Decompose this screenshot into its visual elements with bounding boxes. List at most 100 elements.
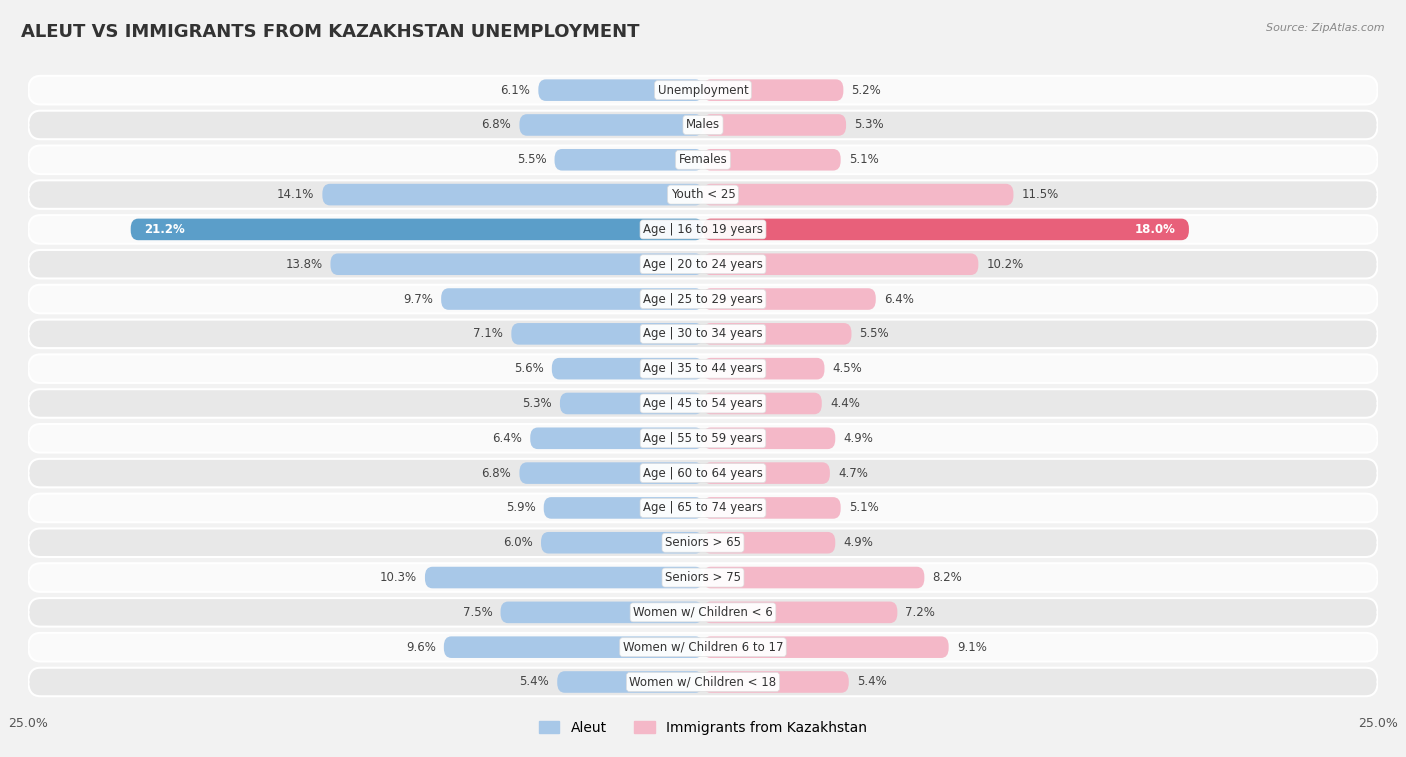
FancyBboxPatch shape bbox=[519, 463, 703, 484]
FancyBboxPatch shape bbox=[425, 567, 703, 588]
Text: 5.5%: 5.5% bbox=[517, 153, 547, 167]
Text: 4.9%: 4.9% bbox=[844, 431, 873, 445]
Text: ALEUT VS IMMIGRANTS FROM KAZAKHSTAN UNEMPLOYMENT: ALEUT VS IMMIGRANTS FROM KAZAKHSTAN UNEM… bbox=[21, 23, 640, 41]
Text: 10.2%: 10.2% bbox=[987, 257, 1024, 271]
FancyBboxPatch shape bbox=[703, 323, 852, 344]
Legend: Aleut, Immigrants from Kazakhstan: Aleut, Immigrants from Kazakhstan bbox=[533, 715, 873, 740]
FancyBboxPatch shape bbox=[551, 358, 703, 379]
FancyBboxPatch shape bbox=[28, 76, 1378, 104]
Text: 6.8%: 6.8% bbox=[482, 466, 512, 480]
Text: 5.4%: 5.4% bbox=[519, 675, 550, 688]
Text: 6.4%: 6.4% bbox=[492, 431, 522, 445]
FancyBboxPatch shape bbox=[28, 111, 1378, 139]
Text: 7.5%: 7.5% bbox=[463, 606, 492, 619]
Text: Age | 45 to 54 years: Age | 45 to 54 years bbox=[643, 397, 763, 410]
Text: Source: ZipAtlas.com: Source: ZipAtlas.com bbox=[1267, 23, 1385, 33]
Text: Unemployment: Unemployment bbox=[658, 84, 748, 97]
Text: 5.1%: 5.1% bbox=[849, 501, 879, 515]
FancyBboxPatch shape bbox=[703, 358, 824, 379]
Text: 7.2%: 7.2% bbox=[905, 606, 935, 619]
Text: 7.1%: 7.1% bbox=[474, 327, 503, 341]
Text: 5.2%: 5.2% bbox=[852, 84, 882, 97]
FancyBboxPatch shape bbox=[703, 219, 1189, 240]
Text: 4.5%: 4.5% bbox=[832, 362, 862, 375]
Text: 14.1%: 14.1% bbox=[277, 188, 315, 201]
FancyBboxPatch shape bbox=[330, 254, 703, 275]
Text: Seniors > 75: Seniors > 75 bbox=[665, 571, 741, 584]
FancyBboxPatch shape bbox=[530, 428, 703, 449]
FancyBboxPatch shape bbox=[519, 114, 703, 136]
FancyBboxPatch shape bbox=[703, 567, 924, 588]
FancyBboxPatch shape bbox=[28, 250, 1378, 279]
Text: Females: Females bbox=[679, 153, 727, 167]
Text: 5.3%: 5.3% bbox=[855, 118, 884, 132]
Text: Age | 30 to 34 years: Age | 30 to 34 years bbox=[643, 327, 763, 341]
Text: 21.2%: 21.2% bbox=[145, 223, 186, 236]
FancyBboxPatch shape bbox=[703, 497, 841, 519]
FancyBboxPatch shape bbox=[541, 532, 703, 553]
Text: 11.5%: 11.5% bbox=[1022, 188, 1059, 201]
Text: 5.1%: 5.1% bbox=[849, 153, 879, 167]
Text: 6.8%: 6.8% bbox=[482, 118, 512, 132]
Text: Age | 65 to 74 years: Age | 65 to 74 years bbox=[643, 501, 763, 515]
Text: 4.7%: 4.7% bbox=[838, 466, 868, 480]
Text: 13.8%: 13.8% bbox=[285, 257, 322, 271]
Text: 5.9%: 5.9% bbox=[506, 501, 536, 515]
FancyBboxPatch shape bbox=[131, 219, 703, 240]
FancyBboxPatch shape bbox=[28, 354, 1378, 383]
FancyBboxPatch shape bbox=[28, 180, 1378, 209]
FancyBboxPatch shape bbox=[703, 184, 1014, 205]
FancyBboxPatch shape bbox=[28, 285, 1378, 313]
FancyBboxPatch shape bbox=[703, 428, 835, 449]
FancyBboxPatch shape bbox=[28, 668, 1378, 696]
FancyBboxPatch shape bbox=[554, 149, 703, 170]
FancyBboxPatch shape bbox=[28, 563, 1378, 592]
FancyBboxPatch shape bbox=[703, 637, 949, 658]
Text: Age | 20 to 24 years: Age | 20 to 24 years bbox=[643, 257, 763, 271]
FancyBboxPatch shape bbox=[703, 463, 830, 484]
Text: 9.1%: 9.1% bbox=[956, 640, 987, 654]
Text: Age | 35 to 44 years: Age | 35 to 44 years bbox=[643, 362, 763, 375]
FancyBboxPatch shape bbox=[703, 149, 841, 170]
FancyBboxPatch shape bbox=[560, 393, 703, 414]
FancyBboxPatch shape bbox=[441, 288, 703, 310]
FancyBboxPatch shape bbox=[28, 528, 1378, 557]
Text: 5.5%: 5.5% bbox=[859, 327, 889, 341]
Text: 6.1%: 6.1% bbox=[501, 84, 530, 97]
Text: 9.6%: 9.6% bbox=[406, 640, 436, 654]
FancyBboxPatch shape bbox=[28, 598, 1378, 627]
Text: Age | 25 to 29 years: Age | 25 to 29 years bbox=[643, 292, 763, 306]
Text: Age | 16 to 19 years: Age | 16 to 19 years bbox=[643, 223, 763, 236]
FancyBboxPatch shape bbox=[703, 79, 844, 101]
FancyBboxPatch shape bbox=[28, 389, 1378, 418]
FancyBboxPatch shape bbox=[703, 602, 897, 623]
Text: Seniors > 65: Seniors > 65 bbox=[665, 536, 741, 550]
Text: 18.0%: 18.0% bbox=[1135, 223, 1175, 236]
Text: Women w/ Children < 6: Women w/ Children < 6 bbox=[633, 606, 773, 619]
Text: 5.6%: 5.6% bbox=[515, 362, 544, 375]
FancyBboxPatch shape bbox=[28, 145, 1378, 174]
FancyBboxPatch shape bbox=[28, 633, 1378, 662]
FancyBboxPatch shape bbox=[703, 254, 979, 275]
Text: Women w/ Children < 18: Women w/ Children < 18 bbox=[630, 675, 776, 688]
Text: 8.2%: 8.2% bbox=[932, 571, 962, 584]
FancyBboxPatch shape bbox=[28, 459, 1378, 488]
FancyBboxPatch shape bbox=[538, 79, 703, 101]
Text: Age | 55 to 59 years: Age | 55 to 59 years bbox=[643, 431, 763, 445]
Text: Males: Males bbox=[686, 118, 720, 132]
FancyBboxPatch shape bbox=[512, 323, 703, 344]
FancyBboxPatch shape bbox=[28, 494, 1378, 522]
FancyBboxPatch shape bbox=[544, 497, 703, 519]
Text: 6.0%: 6.0% bbox=[503, 536, 533, 550]
Text: 4.9%: 4.9% bbox=[844, 536, 873, 550]
FancyBboxPatch shape bbox=[501, 602, 703, 623]
FancyBboxPatch shape bbox=[703, 393, 821, 414]
FancyBboxPatch shape bbox=[28, 424, 1378, 453]
FancyBboxPatch shape bbox=[703, 671, 849, 693]
Text: 5.4%: 5.4% bbox=[856, 675, 887, 688]
FancyBboxPatch shape bbox=[444, 637, 703, 658]
Text: 9.7%: 9.7% bbox=[404, 292, 433, 306]
FancyBboxPatch shape bbox=[703, 114, 846, 136]
Text: Women w/ Children 6 to 17: Women w/ Children 6 to 17 bbox=[623, 640, 783, 654]
FancyBboxPatch shape bbox=[322, 184, 703, 205]
